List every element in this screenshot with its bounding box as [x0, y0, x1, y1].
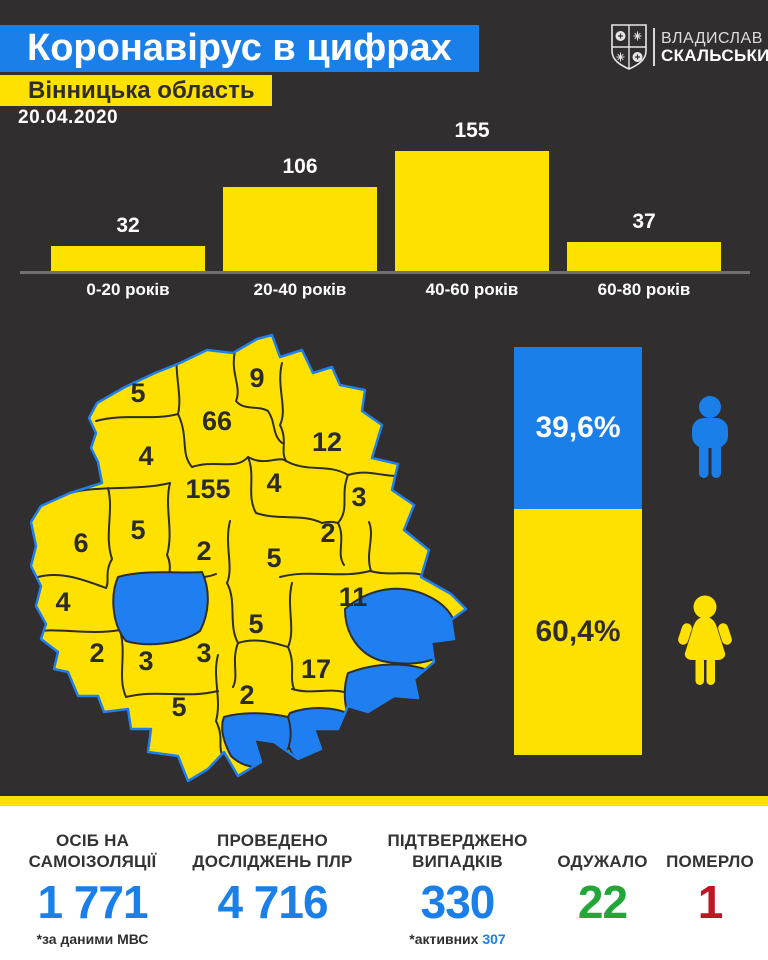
- age-bar-group: 155: [395, 119, 549, 271]
- female-share-segment: 60,4%: [514, 508, 642, 755]
- district-case-count: 3: [196, 638, 211, 668]
- male-share-segment: 39,6%: [514, 347, 642, 509]
- stats-footer: ОСІБ НА САМОІЗОЛЯЦІЇ 1 771 *за даними МВ…: [0, 806, 768, 960]
- male-share-label: 39,6%: [535, 410, 621, 444]
- district-case-count: 2: [196, 536, 211, 566]
- age-bar-group: 32: [51, 119, 205, 271]
- district-case-count: 2: [89, 638, 104, 668]
- no-case-district: [343, 663, 451, 748]
- bar-0-20: [51, 246, 205, 271]
- stat-died: ПОМЕРЛО 1: [660, 830, 760, 960]
- stat-label: ОСІБ НА САМОІЗОЛЯЦІЇ: [28, 831, 157, 871]
- stat-recovered: ОДУЖАЛО 22: [545, 830, 660, 960]
- stat-label: ПОМЕРЛО: [666, 852, 754, 871]
- male-icon: [692, 396, 728, 478]
- district-case-count: 2: [239, 680, 254, 710]
- district-case-count: 5: [130, 378, 145, 408]
- bar-value-label: 32: [116, 214, 140, 237]
- logo-last-name: СКАЛЬСЬКИЙ: [661, 46, 768, 65]
- district-case-count: 12: [312, 427, 342, 457]
- district-case-count: 4: [266, 468, 281, 498]
- stat-pcr-tests: ПРОВЕДЕНО ДОСЛІДЖЕНЬ ПЛР 4 716: [175, 830, 370, 960]
- chart-baseline: [20, 271, 750, 274]
- stat-label: ОДУЖАЛО: [557, 852, 648, 871]
- bar-value-label: 106: [282, 155, 318, 178]
- district-case-count: 2: [320, 518, 335, 548]
- stat-note: *за даними МВС: [36, 931, 149, 947]
- district-map: 5 9 66 4 12 155 4 3 2 5 2 5 6 4 11 5 2 3…: [30, 333, 468, 783]
- region-name: Вінницька область: [28, 77, 255, 104]
- district-case-count: 17: [301, 654, 331, 684]
- bar-60-80: [567, 242, 721, 271]
- logo-divider: [653, 28, 655, 66]
- stat-value: 4 716: [217, 876, 328, 928]
- district-case-count: 3: [351, 482, 366, 512]
- district-case-count: 4: [55, 587, 70, 617]
- district-case-count: 66: [202, 406, 232, 436]
- age-bar-group: 37: [567, 119, 721, 271]
- page-title: Коронавірус в цифрах: [27, 27, 452, 69]
- report-date: 20.04.2020: [18, 107, 119, 128]
- district-case-count: 5: [266, 543, 281, 573]
- oblast-border: [30, 333, 468, 783]
- stat-label: ПІДТВЕРДЖЕНО ВИПАДКІВ: [387, 831, 528, 871]
- bar-20-40: [223, 187, 377, 271]
- district-borders: [31, 344, 429, 756]
- district-case-count: 5: [130, 515, 145, 545]
- stat-value: 22: [577, 876, 628, 928]
- bar-value-label: 37: [632, 210, 656, 233]
- stat-self-isolation: ОСІБ НА САМОІЗОЛЯЦІЇ 1 771 *за даними МВ…: [10, 830, 175, 960]
- age-bar-group: 106: [223, 119, 377, 271]
- gender-split-chart: 39,6% 60,4%: [514, 347, 642, 755]
- female-share-label: 60,4%: [535, 614, 621, 648]
- district-case-count: 9: [249, 363, 264, 393]
- stat-value: 330: [420, 876, 496, 928]
- bar-40-60: [395, 151, 549, 271]
- stat-value: 1 771: [37, 876, 148, 928]
- district-case-labels: 5 9 66 4 12 155 4 3 2 5 2 5 6 4 11 5 2 3…: [55, 363, 367, 722]
- district-case-count: 4: [138, 441, 153, 471]
- district-case-count: 5: [248, 609, 263, 639]
- district-case-count: 155: [185, 474, 230, 504]
- yellow-divider-stripe: [0, 796, 768, 806]
- bar-value-label: 155: [454, 119, 490, 142]
- district-case-count: 11: [339, 582, 368, 612]
- no-case-district: [112, 570, 209, 646]
- title-banner: Коронавірус в цифрах: [0, 25, 479, 72]
- district-case-count: 5: [171, 692, 186, 722]
- district-case-count: 6: [73, 528, 88, 558]
- region-banner: Вінницька область: [0, 75, 272, 106]
- female-icon: [678, 595, 732, 685]
- axis-category-label: 60-80 років: [597, 280, 691, 299]
- stat-value: 1: [697, 876, 724, 928]
- active-cases-count: 307: [482, 931, 506, 947]
- axis-category-label: 0-20 років: [86, 280, 170, 299]
- axis-category-label: 40-60 років: [425, 280, 519, 299]
- stat-confirmed-cases: ПІДТВЕРДЖЕНО ВИПАДКІВ 330 *активних 307: [370, 830, 545, 960]
- logo: ВЛАДИСЛАВ СКАЛЬСЬКИЙ: [610, 24, 768, 70]
- axis-category-label: 20-40 років: [253, 280, 347, 299]
- district-case-count: 3: [138, 646, 153, 676]
- stat-label: ПРОВЕДЕНО ДОСЛІДЖЕНЬ ПЛР: [192, 831, 353, 871]
- stat-note: *активних 307: [409, 931, 506, 947]
- shield-emblem-icon: [611, 24, 647, 70]
- logo-first-name: ВЛАДИСЛАВ: [661, 30, 763, 47]
